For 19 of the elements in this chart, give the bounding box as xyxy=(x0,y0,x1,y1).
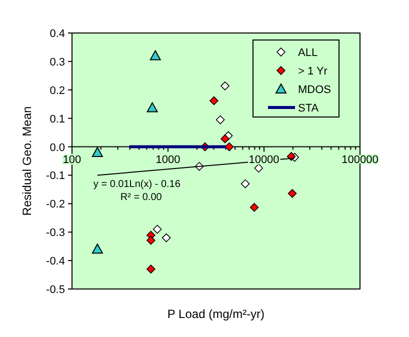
y-tick-label: 0.0 xyxy=(50,142,65,154)
legend-label: MDOS xyxy=(298,84,331,96)
y-tick-label: 0.2 xyxy=(50,84,65,97)
legend-label: STA xyxy=(298,102,320,114)
y-axis-title: Residual Geo. Mean xyxy=(20,106,34,216)
annotation: y = 0.01Ln(x) - 0.16 xyxy=(93,179,181,190)
legend-label: ALL xyxy=(298,47,318,59)
y-tick-label: -0.3 xyxy=(46,227,65,240)
y-tick-label: -0.4 xyxy=(46,256,65,268)
y-tick-label: -0.2 xyxy=(46,198,65,211)
legend-label: > 1 Yr xyxy=(298,66,328,78)
y-tick-label: 0.3 xyxy=(50,56,65,68)
x-tick-label: 1000 xyxy=(156,154,180,166)
x-axis-title: P Load (mg/m²-yr) xyxy=(167,307,265,321)
y-tick-label: -0.5 xyxy=(46,284,65,296)
y-tick-label: -0.1 xyxy=(46,170,65,182)
y-tick-label: 0.1 xyxy=(50,113,65,126)
annotation: R² = 0.00 xyxy=(120,192,162,204)
y-tick-label: 0.4 xyxy=(50,28,65,40)
